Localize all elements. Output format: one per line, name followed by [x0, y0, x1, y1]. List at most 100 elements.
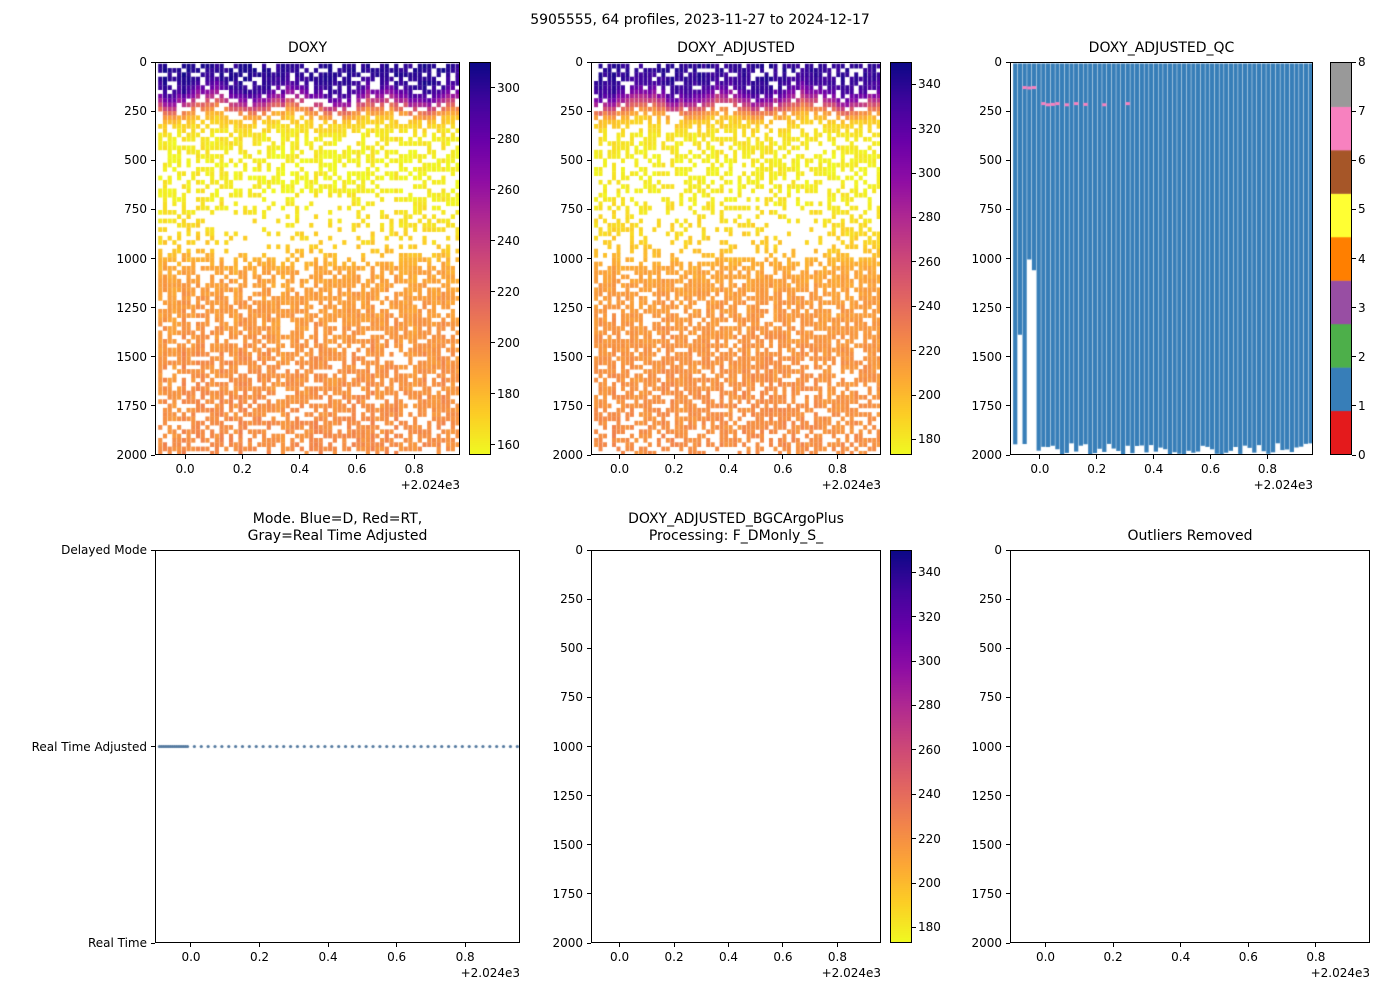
depth-tick-label: 250	[560, 592, 583, 607]
y-category-label: Delayed Mode	[61, 543, 147, 557]
subplot-title-doxy-adjusted: DOXY_ADJUSTED	[677, 40, 795, 56]
doxy_adjusted-axes	[591, 62, 881, 455]
x-tick-mark	[728, 943, 729, 947]
x-tick-label: 0.0	[175, 462, 195, 476]
colorbar-tick-mark	[1352, 454, 1356, 456]
depth-tick-label: 500	[560, 153, 583, 168]
depth-tick-label: 500	[979, 641, 1002, 656]
doxy-colorbar	[469, 62, 491, 455]
x-tick-mark	[184, 455, 186, 459]
colorbar-tick-mark	[912, 882, 916, 884]
x-tick-mark	[190, 943, 192, 947]
x-tick-label: 0.0	[610, 950, 630, 964]
y-tick-mark	[151, 942, 155, 944]
colorbar-tick-label: 240	[918, 299, 941, 314]
x-tick-mark	[1210, 455, 1212, 459]
colorbar-tick-mark	[1352, 307, 1356, 309]
depth-tick-label: 1250	[552, 300, 583, 315]
x-tick-label: 0.0	[1030, 462, 1050, 476]
y-tick-mark	[1006, 746, 1010, 747]
colorbar-tick-label: 340	[918, 77, 941, 92]
x-tick-label: 0.8	[1257, 462, 1278, 476]
y-tick-mark	[587, 405, 591, 407]
depth-tick-label: 500	[979, 153, 1002, 168]
y-tick-mark	[587, 893, 591, 895]
y-tick-mark	[587, 647, 591, 649]
outliers_removed-axes	[1010, 550, 1370, 943]
y-tick-mark	[151, 746, 155, 747]
x-axis-offset-label: +2.024e3	[821, 966, 881, 980]
colorbar-tick-mark	[912, 216, 916, 218]
depth-tick-label: 2000	[971, 448, 1002, 462]
y-tick-mark	[587, 598, 591, 600]
depth-tick-label: 0	[139, 55, 147, 69]
colorbar-tick-mark	[912, 261, 916, 263]
mode-plot-area	[156, 551, 519, 942]
depth-tick-label: 750	[979, 690, 1002, 705]
x-axis-offset-label: +2.024e3	[1310, 966, 1370, 980]
depth-tick-label: 1000	[116, 251, 147, 266]
x-tick-mark	[299, 455, 301, 459]
doxy_adjusted_qc-colorbar	[1330, 62, 1352, 455]
y-tick-mark	[1006, 208, 1010, 210]
depth-tick-label: 1500	[552, 349, 583, 364]
x-tick-label: 0.4	[1144, 462, 1164, 476]
depth-tick-label: 1000	[971, 251, 1002, 266]
x-tick-label: 0.6	[773, 950, 793, 964]
depth-tick-label: 250	[124, 104, 147, 119]
x-tick-mark	[1096, 455, 1098, 459]
colorbar-tick-label: 300	[918, 654, 941, 669]
depth-tick-label: 1500	[971, 837, 1002, 852]
colorbar-tick-label: 220	[918, 343, 941, 358]
depth-tick-label: 1750	[552, 398, 583, 413]
x-tick-mark	[782, 943, 784, 947]
y-tick-mark	[1006, 647, 1010, 649]
y-category-label: Real Time Adjusted	[31, 739, 147, 754]
depth-tick-label: 250	[979, 592, 1002, 607]
x-tick-label: 0.0	[181, 950, 201, 964]
figure-suptitle: 5905555, 64 profiles, 2023-11-27 to 2024…	[530, 12, 870, 28]
y-tick-mark	[587, 844, 591, 846]
x-tick-mark	[356, 455, 358, 459]
x-tick-label: 0.2	[664, 950, 684, 964]
y-tick-mark	[587, 307, 591, 309]
colorbar-tick-label: 180	[497, 386, 520, 401]
x-tick-label: 0.8	[827, 950, 847, 964]
colorbar-tick-mark	[491, 444, 495, 446]
colorbar-tick-mark	[912, 571, 916, 573]
colorbar-tick-mark	[1352, 258, 1356, 259]
colorbar-tick-mark	[912, 926, 916, 928]
x-tick-label: 0.6	[773, 462, 793, 476]
x-tick-label: 0.8	[1306, 950, 1326, 964]
y-tick-mark	[151, 159, 155, 161]
colorbar-tick-label: 320	[918, 121, 941, 136]
x-axis-offset-label: +2.024e3	[1253, 478, 1313, 492]
depth-tick-label: 1750	[971, 886, 1002, 901]
y-category-label: Real Time	[87, 936, 147, 950]
depth-tick-label: 500	[124, 153, 147, 168]
outliers_removed-plot-area	[1011, 551, 1369, 942]
colorbar-tick-label: 6	[1358, 153, 1366, 168]
x-axis-offset-label: +2.024e3	[460, 966, 520, 980]
colorbar-tick-mark	[491, 393, 495, 395]
colorbar-tick-mark	[912, 616, 916, 618]
x-tick-mark	[1266, 455, 1268, 459]
colorbar-tick-label: 220	[918, 831, 941, 846]
depth-tick-label: 1500	[971, 349, 1002, 364]
x-tick-label: 0.6	[1201, 462, 1221, 476]
y-tick-mark	[587, 942, 591, 944]
y-tick-mark	[1006, 159, 1010, 161]
colorbar-tick-mark	[1352, 159, 1356, 161]
colorbar-tick-label: 180	[918, 920, 941, 935]
doxy_adjusted_qc-colorbar-gradient	[1331, 63, 1351, 454]
y-tick-mark	[587, 356, 591, 358]
y-tick-mark	[587, 746, 591, 747]
depth-tick-label: 750	[560, 690, 583, 705]
doxy_adjusted-colorbar	[890, 62, 912, 455]
depth-tick-label: 1000	[971, 739, 1002, 754]
subplot-title-mode: Mode. Blue=D, Red=RT, Gray=Real Time Adj…	[247, 511, 428, 544]
y-tick-mark	[151, 454, 155, 456]
doxy-plot-area	[156, 63, 459, 454]
depth-tick-label: 1000	[552, 251, 583, 266]
y-tick-mark	[587, 110, 591, 112]
